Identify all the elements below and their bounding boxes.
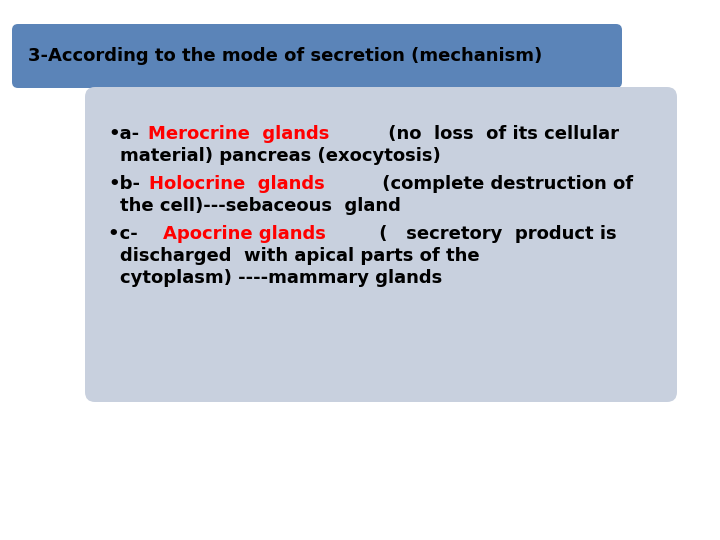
Text: •a-: •a- xyxy=(108,125,139,143)
Text: •b-: •b- xyxy=(108,175,140,193)
Text: Merocrine  glands: Merocrine glands xyxy=(148,125,330,143)
Text: Apocrine glands: Apocrine glands xyxy=(163,225,325,243)
Text: cytoplasm) ----mammary glands: cytoplasm) ----mammary glands xyxy=(120,269,442,287)
Text: discharged  with apical parts of the: discharged with apical parts of the xyxy=(120,247,480,265)
Text: (   secretory  product is: ( secretory product is xyxy=(373,225,616,243)
Text: material) pancreas (exocytosis): material) pancreas (exocytosis) xyxy=(120,147,441,165)
Text: (complete destruction of: (complete destruction of xyxy=(376,175,633,193)
Text: 3-According to the mode of secretion (mechanism): 3-According to the mode of secretion (me… xyxy=(28,47,542,65)
Text: Holocrine  glands: Holocrine glands xyxy=(149,175,325,193)
FancyBboxPatch shape xyxy=(12,24,622,88)
FancyBboxPatch shape xyxy=(85,87,677,402)
Text: (no  loss  of its cellular: (no loss of its cellular xyxy=(382,125,619,143)
Text: •c-: •c- xyxy=(108,225,150,243)
Text: the cell)---sebaceous  gland: the cell)---sebaceous gland xyxy=(120,197,401,215)
